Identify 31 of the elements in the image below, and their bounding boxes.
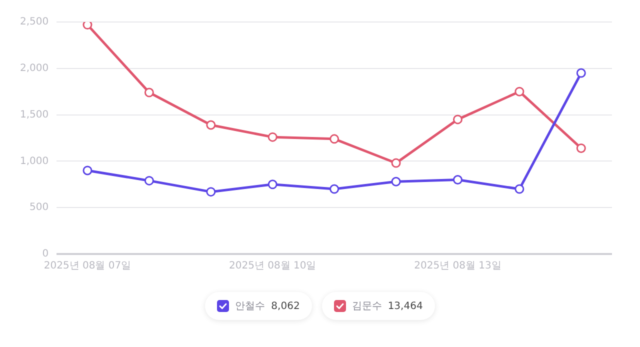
text: 8,062 — [271, 300, 300, 312]
point — [576, 143, 586, 153]
y-tick-label: 2,000 — [20, 62, 49, 74]
point — [82, 22, 92, 30]
y-tick-label: 2,500 — [20, 16, 49, 28]
point — [268, 180, 278, 190]
point — [576, 68, 586, 78]
point — [206, 187, 216, 197]
point — [144, 88, 154, 98]
point — [452, 175, 462, 185]
x-tick-label: 2025년 08월 13일 — [414, 260, 502, 272]
point — [144, 176, 154, 186]
point — [514, 86, 524, 96]
legend-label: 김문수 — [352, 300, 382, 313]
text: 13,464 — [388, 300, 423, 312]
point — [514, 184, 524, 194]
point — [206, 120, 216, 130]
x-tick-label: 2025년 08월 07일 — [44, 260, 132, 272]
y-tick-label: 500 — [30, 202, 49, 214]
y-tick-label: 1,000 — [20, 156, 49, 167]
legend-label: 안철수 — [235, 300, 266, 313]
point — [268, 132, 278, 142]
point — [452, 114, 462, 124]
point — [82, 166, 92, 176]
point — [330, 134, 340, 144]
point — [330, 184, 340, 194]
x-tick-label: 2025년 08월 10일 — [228, 260, 316, 272]
y-tick-label: 1,500 — [20, 109, 49, 120]
point — [391, 158, 401, 168]
point — [391, 176, 401, 186]
y-tick-label: 0 — [42, 248, 49, 260]
